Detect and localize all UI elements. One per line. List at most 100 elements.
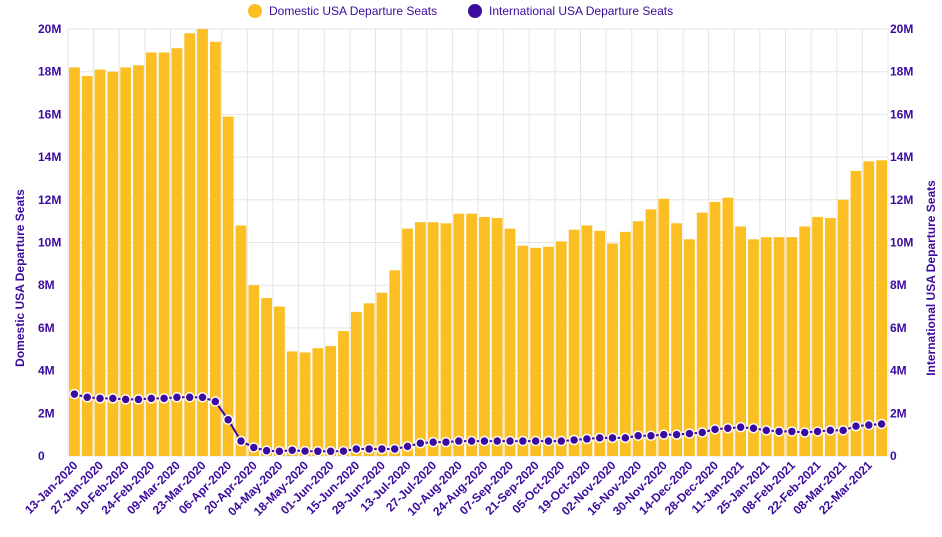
international-point [799,427,810,438]
international-point [171,392,183,403]
international-point [735,421,746,433]
international-point [158,393,170,404]
domestic-bar [594,230,606,456]
domestic-bar [735,226,747,456]
international-point [671,429,682,440]
right-y-tick-label: 6M [890,321,907,335]
left-y-tick-label: 20M [38,22,61,36]
international-point [81,392,93,403]
domestic-bar [568,229,580,456]
domestic-bar [248,285,260,456]
domestic-bar [632,221,644,456]
international-point [312,446,324,457]
international-point [94,393,106,404]
domestic-bar [671,223,682,456]
domestic-bar [619,231,631,456]
domestic-bar [414,222,426,456]
international-point [863,419,875,431]
domestic-bar [389,270,401,456]
domestic-bar [107,71,119,456]
domestic-bar [325,346,337,456]
left-y-tick-label: 6M [38,321,55,335]
international-point [748,422,759,434]
legend-marker-domestic[interactable] [248,4,262,18]
international-point [773,426,785,437]
domestic-bar [440,223,452,456]
international-point [658,429,670,440]
left-y-tick-label: 8M [38,278,55,292]
international-point [440,436,452,448]
domestic-bar [299,352,311,456]
left-y-tick-label: 18M [38,65,61,79]
domestic-bar [581,225,593,456]
domestic-bar [222,116,234,456]
international-line [74,393,882,453]
international-point [479,435,490,447]
international-point [222,414,234,425]
international-point [389,443,400,455]
international-point [543,435,554,447]
international-point [427,436,439,448]
legend-label-domestic[interactable]: Domestic USA Departure Seats [269,4,437,18]
domestic-bar [824,217,836,456]
right-y-tick-label: 4M [890,364,907,378]
left-y-tick-label: 2M [38,406,55,420]
domestic-bar [197,29,208,456]
legend-marker-international[interactable] [468,4,482,18]
legend-label-international[interactable]: International USA Departure Seats [489,4,673,18]
international-point [466,435,477,447]
international-point [722,422,734,434]
international-point [325,446,336,457]
international-point [210,396,221,407]
left-y-tick-label: 4M [38,364,55,378]
international-point [876,418,887,430]
international-point [402,441,413,452]
domestic-bar [504,228,516,456]
domestic-bar [696,212,708,456]
domestic-bar [850,170,862,457]
right-y-tick-label: 20M [890,22,913,36]
domestic-bar [363,303,375,456]
domestic-bar [235,225,247,456]
right-y-tick-label: 0 [890,449,897,463]
international-point [286,444,298,456]
international-point [235,435,247,447]
international-point [491,435,503,447]
domestic-bar [786,237,798,456]
left-y-tick-label: 0 [38,449,45,463]
left-y-tick-label: 16M [38,107,61,121]
domestic-bar [773,237,785,456]
international-point [184,392,195,403]
international-point [504,435,516,447]
right-y-tick-label: 18M [890,65,913,79]
left-y-tick-label: 12M [38,193,61,207]
domestic-bar [209,41,221,457]
right-y-tick-label: 2M [890,406,907,420]
international-series [69,388,887,457]
domestic-bar [760,237,772,456]
domestic-bar [171,48,183,457]
international-point [696,427,708,438]
international-point [607,432,618,444]
domestic-bar [684,239,695,456]
domestic-bar [876,160,887,457]
domestic-bar [69,67,80,457]
domestic-bar [555,241,567,456]
domestic-bar [645,209,657,456]
international-point [415,437,426,449]
domestic-bar [812,216,823,456]
international-point [120,394,131,405]
left-y-tick-label: 14M [38,150,61,164]
domestic-bar [94,69,106,456]
international-point [376,443,388,455]
international-point [620,432,631,444]
international-point [850,420,862,432]
left-y-axis: 0 2M 4M 6M 8M 10M 12M 14M 16M 18M 20M [38,22,61,463]
right-axis-title: International USA Departure Seats [924,180,938,376]
international-point [761,425,772,436]
international-point [556,435,567,447]
international-point [581,433,593,445]
domestic-bar [709,201,721,456]
international-point [594,432,605,444]
right-y-tick-label: 14M [890,150,913,164]
